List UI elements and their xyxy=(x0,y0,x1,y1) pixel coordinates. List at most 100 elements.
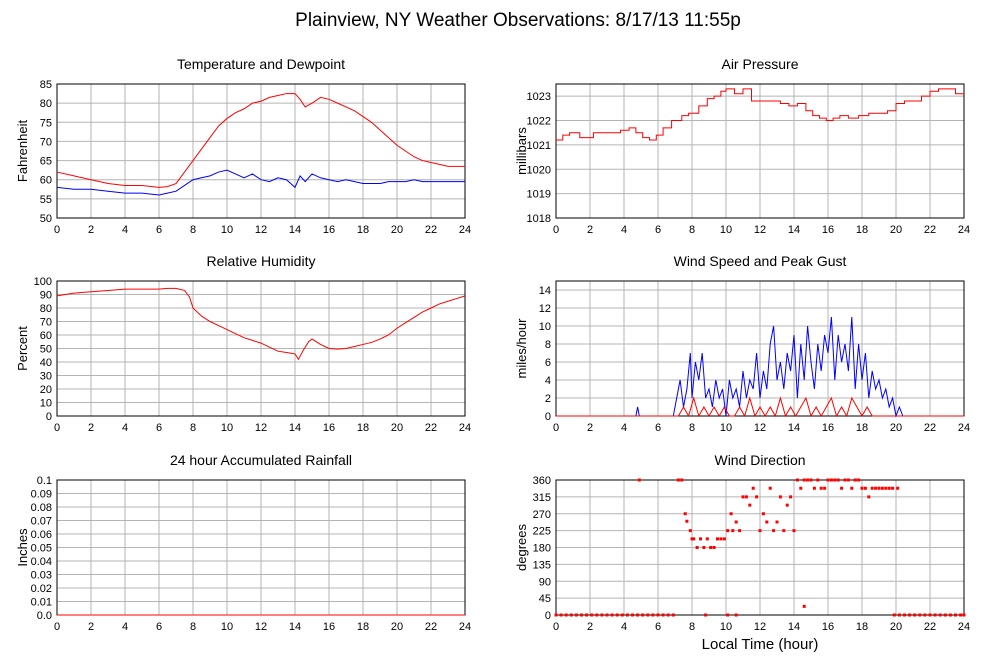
x-tick-label: 6 xyxy=(156,224,162,236)
x-tick-label: 6 xyxy=(655,224,661,236)
x-tick-label: 22 xyxy=(425,621,437,633)
data-point xyxy=(690,537,694,541)
data-point xyxy=(620,613,624,617)
plot-border xyxy=(555,83,965,219)
series-line xyxy=(556,396,964,418)
y-tick-label: 30 xyxy=(40,371,52,383)
plot-border xyxy=(56,280,466,417)
x-tick-label: 22 xyxy=(924,224,936,236)
y-tick-label: 12 xyxy=(539,303,551,315)
x-tick-label: 16 xyxy=(822,224,834,236)
x-tick-label: 2 xyxy=(88,224,94,236)
data-point xyxy=(877,486,881,490)
data-point xyxy=(699,537,702,541)
y-tick-label: 50 xyxy=(40,213,52,225)
x-tick-label: 24 xyxy=(459,621,471,633)
y-axis-label: degrees xyxy=(514,524,529,571)
y-axis-label: miles/hour xyxy=(514,318,529,379)
y-tick-label: 0.0 xyxy=(37,610,52,622)
data-point xyxy=(738,529,742,533)
y-tick-label: 135 xyxy=(533,559,551,571)
data-point xyxy=(775,520,779,524)
data-point xyxy=(702,546,706,549)
x-tick-label: 20 xyxy=(890,224,902,236)
x-tick-label: 0 xyxy=(553,224,559,236)
data-point xyxy=(918,613,922,617)
data-point xyxy=(688,529,692,533)
y-tick-label: 70 xyxy=(40,317,52,329)
data-point xyxy=(884,486,888,490)
data-point xyxy=(903,613,906,617)
x-tick-label: 20 xyxy=(391,621,403,633)
x-tick-label: 6 xyxy=(156,621,162,633)
data-point xyxy=(954,613,957,617)
data-point xyxy=(729,512,733,516)
y-tick-label: 10 xyxy=(40,398,52,410)
y-tick-label: 55 xyxy=(40,194,52,206)
x-tick-label: 2 xyxy=(587,621,593,633)
y-tick-label: 0.08 xyxy=(31,502,52,514)
y-tick-label: 100 xyxy=(34,276,52,288)
data-point xyxy=(778,495,782,499)
x-tick-label: 14 xyxy=(289,621,301,633)
plot-border xyxy=(56,83,466,219)
y-tick-label: 1022 xyxy=(527,116,551,128)
x-tick-label: 18 xyxy=(856,224,868,236)
data-point xyxy=(874,486,878,490)
y-tick-label: 80 xyxy=(40,98,52,110)
data-point xyxy=(726,613,730,617)
data-point xyxy=(846,478,850,482)
x-tick-label: 14 xyxy=(788,422,800,434)
y-tick-label: 0.07 xyxy=(31,516,52,528)
data-point xyxy=(574,613,578,617)
data-point xyxy=(585,613,589,617)
y-axis-label: Fahrenheit xyxy=(15,120,30,183)
data-point xyxy=(651,613,655,617)
data-point xyxy=(923,613,927,617)
y-tick-label: 65 xyxy=(40,156,52,168)
x-tick-label: 10 xyxy=(221,621,233,633)
data-point xyxy=(692,537,696,541)
data-point xyxy=(569,613,573,617)
data-point xyxy=(731,529,735,533)
data-point xyxy=(863,486,867,490)
data-point xyxy=(685,519,689,523)
y-tick-label: 0.06 xyxy=(31,529,52,541)
y-tick-label: 45 xyxy=(539,593,551,605)
data-point xyxy=(913,613,917,617)
x-tick-label: 12 xyxy=(754,621,766,633)
x-tick-label: 2 xyxy=(587,422,593,434)
data-point xyxy=(734,520,738,524)
x-tick-label: 4 xyxy=(122,621,128,633)
x-tick-label: 6 xyxy=(655,621,661,633)
x-tick-label: 8 xyxy=(190,224,196,236)
y-tick-label: 1019 xyxy=(527,189,551,201)
data-point xyxy=(580,613,583,617)
y-tick-label: 1023 xyxy=(527,91,551,103)
y-tick-label: 1018 xyxy=(527,213,551,225)
chart-title: Temperature and Dewpoint xyxy=(177,56,345,72)
x-tick-label: 12 xyxy=(255,422,267,434)
data-point xyxy=(962,613,966,617)
data-point xyxy=(819,486,823,490)
y-axis-label: Percent xyxy=(15,326,30,371)
x-tick-label: 10 xyxy=(720,422,732,434)
data-point xyxy=(892,613,896,617)
data-point xyxy=(625,613,629,617)
data-point xyxy=(741,495,745,499)
data-point xyxy=(615,613,619,617)
x-tick-label: 14 xyxy=(289,224,301,236)
y-tick-label: 0.02 xyxy=(31,583,52,595)
x-tick-label: 16 xyxy=(323,224,335,236)
x-tick-label: 12 xyxy=(754,422,766,434)
y-tick-label: 20 xyxy=(40,384,52,396)
data-point xyxy=(782,529,786,533)
y-axis-label: millibars xyxy=(514,127,529,175)
x-tick-label: 22 xyxy=(425,422,437,434)
data-point xyxy=(695,546,699,549)
series-line xyxy=(56,169,465,196)
x-tick-label: 10 xyxy=(720,621,732,633)
data-point xyxy=(559,613,563,617)
chart-panel: 0 2 4 6 8 10 12 14 16 18 20 22 245055606570758085Tem… xyxy=(15,56,471,236)
y-tick-label: 225 xyxy=(533,526,551,538)
